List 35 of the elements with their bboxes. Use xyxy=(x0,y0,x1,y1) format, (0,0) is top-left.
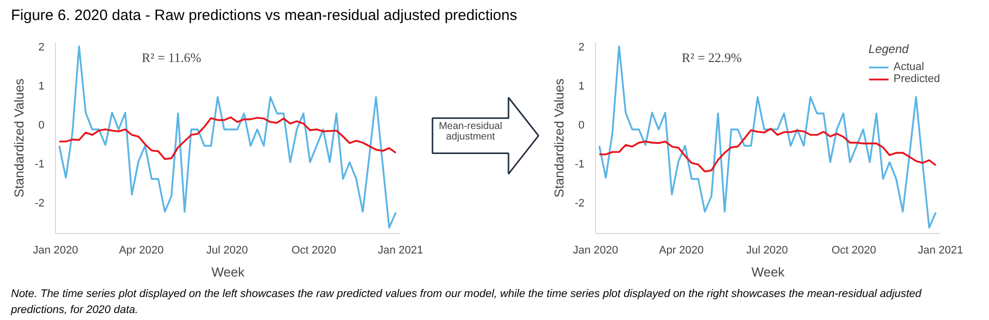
y-tick-label: 2 xyxy=(38,41,45,54)
x-tick-label: Oct 2020 xyxy=(831,244,876,256)
x-tick-label: Apr 2020 xyxy=(658,244,704,256)
text: Mean-residual adjustment xyxy=(438,120,502,143)
y-tick-label: 0 xyxy=(578,119,585,132)
legend-label: Predicted xyxy=(894,73,940,85)
y-tick-label: -2 xyxy=(574,197,584,210)
y-tick-label: 1 xyxy=(578,80,585,92)
text: Note. The time series plot displayed on the left showcases the raw predicted values from our model, while the time series plot displayed on the right showcases the mean-residual adjusted predictions, for 2020 data. xyxy=(11,287,923,318)
y-tick-label: -1 xyxy=(574,158,584,170)
legend-title: Legend xyxy=(868,42,910,56)
y-tick-label: -1 xyxy=(34,158,44,170)
legend-label: Actual xyxy=(894,61,924,73)
y-tick-label: 0 xyxy=(38,119,45,132)
line-series xyxy=(598,128,937,172)
x-tick-label: Jan 2020 xyxy=(572,244,618,256)
line-series xyxy=(58,116,397,160)
y-axis-title: Standardized Values xyxy=(12,78,27,198)
y-tick-label: 2 xyxy=(578,41,585,54)
chart-title: Figure 6. 2020 data - Raw predictions vs mean-residual adjusted predictions xyxy=(11,6,518,26)
y-axis-title: Standardized Values xyxy=(552,78,567,198)
x-tick-label: Oct 2020 xyxy=(291,244,336,256)
annotation: R² = 22.9% xyxy=(682,50,742,66)
line-series xyxy=(58,46,397,229)
y-tick-label: 1 xyxy=(38,80,45,92)
x-tick-label: Jan 2020 xyxy=(32,244,78,256)
annotation: R² = 11.6% xyxy=(142,50,202,66)
x-tick-label: Jan 2021 xyxy=(378,244,424,256)
x-tick-label: Apr 2020 xyxy=(118,244,164,256)
x-tick-label: Jan 2021 xyxy=(918,244,964,256)
x-axis-title: Week xyxy=(752,264,785,280)
x-axis-title: Week xyxy=(212,264,245,280)
x-tick-label: Jul 2020 xyxy=(746,244,788,256)
x-tick-label: Jul 2020 xyxy=(206,244,248,256)
y-tick-label: -2 xyxy=(34,197,44,210)
